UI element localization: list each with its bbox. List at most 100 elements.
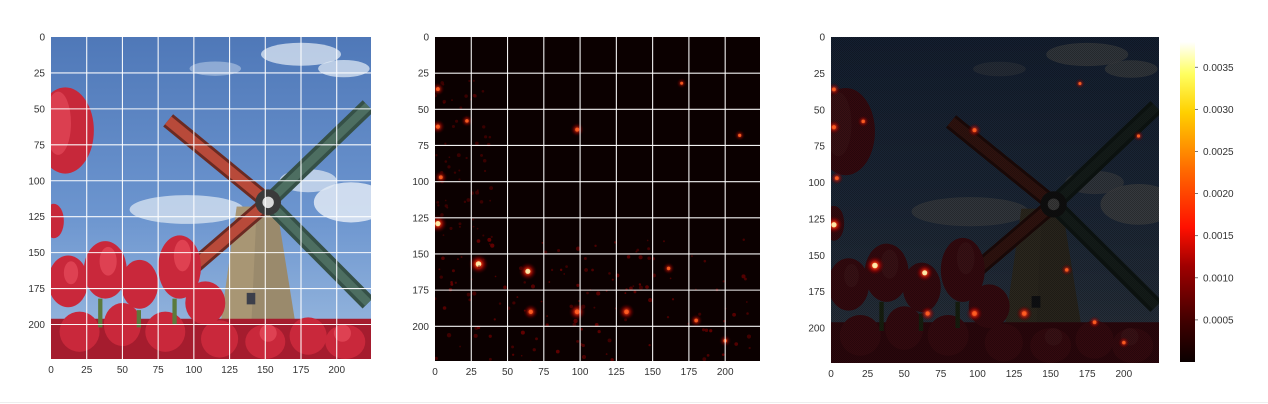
saliency-speckle — [611, 278, 614, 281]
hot-spot-core — [666, 266, 671, 271]
saliency-speckle — [449, 226, 453, 230]
saliency-speckle — [647, 247, 651, 251]
saliency-speckle — [468, 79, 471, 83]
saliency-speckle — [442, 306, 447, 310]
hot-spot-core — [574, 309, 580, 315]
saliency-speckle — [593, 306, 596, 309]
saliency-speckle — [629, 286, 633, 291]
overlay-hot-spots — [831, 78, 1144, 349]
saliency-speckle — [578, 305, 580, 308]
saliency-speckle — [610, 358, 614, 361]
hot-spot-core — [972, 128, 977, 133]
saliency-speckle — [482, 258, 485, 262]
saliency-speckle — [444, 160, 448, 163]
hot-spot-core — [922, 270, 928, 276]
x-tick-label: 100 — [186, 365, 203, 376]
saliency-speckle — [596, 291, 601, 296]
axis-ticks: 0 25 50 75 100 125 150 175 200 0 25 50 75 100 125 150 17… — [28, 33, 345, 377]
saliency-speckle — [456, 153, 461, 158]
saliency-speckle — [576, 339, 580, 343]
saliency-speckle — [487, 237, 492, 242]
saliency-speckle — [744, 277, 747, 281]
saliency-speckle — [446, 332, 452, 338]
saliency-speckle — [435, 297, 437, 301]
saliency-speckle — [498, 302, 502, 305]
colorbar-tick-label: 0.0015 — [1203, 231, 1234, 242]
saliency-speckle — [456, 258, 459, 261]
saliency-speckle — [563, 273, 566, 275]
saliency-speckle — [460, 255, 463, 258]
x-tick-label: 25 — [81, 365, 93, 376]
hot-spot-core — [624, 309, 629, 315]
saliency-speckle — [482, 158, 487, 163]
saliency-speckle — [438, 268, 441, 271]
saliency-speckle — [532, 348, 536, 352]
saliency-speckle — [586, 291, 589, 295]
saliency-speckle — [472, 218, 475, 221]
saliency-speckle — [473, 94, 477, 98]
saliency-speckle — [473, 333, 478, 338]
saliency-speckle — [581, 304, 586, 309]
y-tick-label: 200 — [28, 320, 45, 331]
saliency-speckle — [442, 234, 445, 237]
y-tick-label: 25 — [34, 68, 46, 79]
saliency-speckle — [488, 135, 492, 139]
saliency-speckle — [578, 300, 580, 302]
x-tick-label: 150 — [1042, 369, 1059, 380]
hot-spot-core — [861, 119, 865, 124]
saliency-speckle — [479, 200, 484, 204]
y-tick-label: 25 — [418, 69, 430, 80]
hot-spot-core — [1092, 320, 1097, 325]
saliency-speckle — [591, 268, 594, 272]
colorbar-gradient — [1180, 42, 1195, 362]
saliency-speckle — [624, 292, 627, 295]
saliency-speckle — [435, 94, 437, 98]
y-tick-label: 125 — [28, 212, 45, 223]
saliency-speckle — [464, 94, 468, 98]
saliency-speckle — [451, 99, 453, 102]
saliency-speckle — [440, 170, 444, 175]
saliency-speckle — [632, 285, 635, 288]
saliency-speckle — [745, 301, 748, 303]
saliency-speckle — [605, 353, 608, 356]
saliency-speckle — [530, 284, 536, 289]
y-tick-label: 200 — [412, 322, 429, 333]
saliency-speckle — [701, 328, 706, 332]
hot-spot-core — [435, 124, 440, 129]
saliency-speckle — [481, 90, 485, 93]
saliency-speckle — [626, 255, 631, 259]
saliency-speckle — [540, 300, 543, 303]
x-tick-label: 175 — [681, 367, 698, 378]
saliency-speckle — [511, 345, 515, 349]
saliency-speckle — [702, 357, 707, 361]
hot-spot-core — [972, 311, 977, 316]
saliency-speckle — [709, 329, 713, 333]
saliency-speckle — [646, 239, 649, 242]
saliency-speckle — [704, 328, 709, 333]
x-tick-label: 75 — [935, 369, 947, 380]
x-tick-label: 100 — [969, 369, 986, 380]
saliency-speckle — [450, 280, 453, 284]
saliency-speckle — [493, 318, 496, 321]
hot-spot-core — [872, 262, 878, 269]
saliency-speckle — [476, 189, 479, 192]
hot-spot-core — [1078, 82, 1082, 86]
saliency-speckle — [576, 283, 580, 287]
colorbar-ticks: 0.0005 0.0010 0.0015 0.0020 0.0025 0.0030 0.00… — [1195, 63, 1234, 326]
saliency-speckle — [559, 268, 563, 272]
saliency-speckle — [459, 345, 461, 348]
saliency-speckle — [466, 292, 471, 297]
x-tick-label: 100 — [572, 367, 589, 378]
x-tick-label: 200 — [328, 365, 345, 376]
saliency-speckle — [458, 225, 461, 228]
saliency-speckle — [546, 315, 549, 318]
saliency-speckle — [458, 178, 461, 181]
saliency-speckle — [489, 199, 492, 202]
saliency-speckle — [690, 255, 693, 258]
saliency-speckle — [435, 356, 438, 361]
saliency-speckle — [523, 309, 526, 312]
saliency-speckle — [442, 83, 445, 86]
saliency-speckle — [475, 190, 480, 195]
saliency-speckle — [477, 265, 481, 269]
